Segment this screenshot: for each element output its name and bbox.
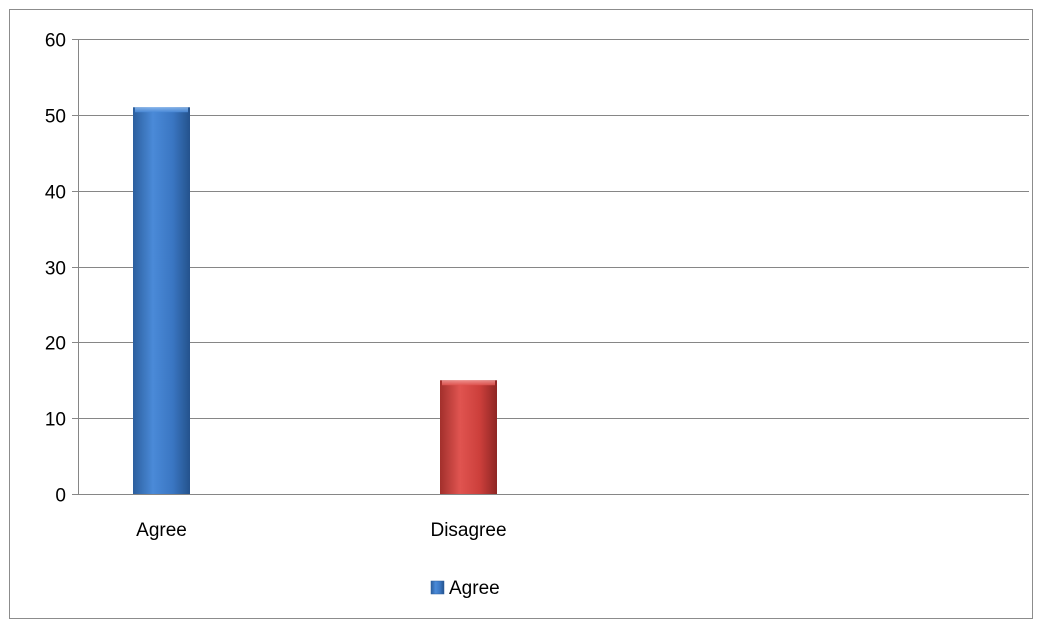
y-tick-label: 0 — [55, 486, 66, 507]
y-axis-ticks: 0 10 20 30 40 50 60 — [45, 31, 78, 507]
gridlines — [78, 39, 1029, 419]
x-category-label: Agree — [136, 520, 187, 541]
bar-agree — [133, 107, 190, 494]
legend-swatch — [430, 580, 445, 595]
bar-disagree — [440, 380, 497, 494]
y-tick-label: 30 — [45, 259, 66, 280]
axes — [78, 39, 1029, 495]
y-tick-label: 50 — [45, 107, 66, 128]
bar-cap — [135, 107, 188, 113]
legend-label: Agree — [449, 578, 500, 599]
y-tick-label: 10 — [45, 410, 66, 431]
bars — [133, 107, 497, 494]
y-tick-label: 40 — [45, 183, 66, 204]
legend: Agree — [430, 578, 500, 599]
y-tick-label: 20 — [45, 334, 66, 355]
y-tick-label: 60 — [45, 31, 66, 52]
x-category-label: Disagree — [430, 520, 506, 541]
x-axis-categories: Agree Disagree — [136, 520, 506, 541]
bar-cap — [442, 380, 495, 386]
